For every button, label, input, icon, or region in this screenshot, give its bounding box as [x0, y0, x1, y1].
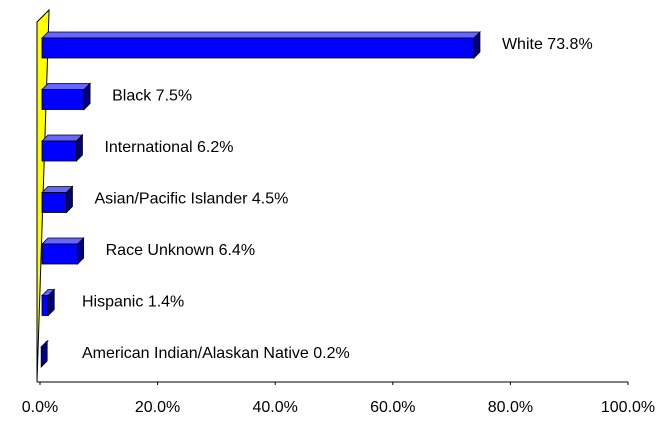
data-label: Black 7.5%: [112, 88, 192, 105]
data-label: Hispanic 1.4%: [82, 294, 184, 311]
category-label: Hispanic: [82, 294, 143, 311]
category-label: American Indian/Alaskan Native: [82, 345, 309, 362]
data-label: White 73.8%: [502, 36, 593, 53]
value-label: 6.2%: [197, 139, 233, 156]
category-label: Race Unknown: [106, 242, 215, 259]
x-tick-label: 100.0%: [601, 399, 655, 416]
bar: [41, 140, 77, 162]
value-label: 73.8%: [547, 36, 592, 53]
x-tick-label: 0.0%: [22, 399, 58, 416]
value-label: 4.5%: [252, 191, 288, 208]
category-label: White: [502, 36, 543, 53]
bar-top: [41, 83, 92, 90]
category-label: Black: [112, 88, 152, 105]
bar-top: [41, 31, 481, 39]
value-label: 0.2%: [313, 345, 349, 362]
bar-top: [41, 134, 84, 142]
x-tick-label: 60.0%: [370, 399, 415, 416]
data-label: Asian/Pacific Islander 4.5%: [94, 191, 288, 208]
bar-side: [40, 340, 48, 368]
bar: [41, 192, 67, 213]
category-label: Asian/Pacific Islander: [94, 191, 248, 208]
value-label: 6.4%: [219, 242, 255, 259]
bar-top: [41, 237, 85, 245]
x-tick-label: 80.0%: [488, 399, 533, 416]
bar: [41, 37, 475, 59]
value-label: 7.5%: [156, 88, 192, 105]
data-label: American Indian/Alaskan Native 0.2%: [82, 345, 350, 362]
bar: [41, 243, 79, 265]
data-label: International 6.2%: [104, 139, 233, 156]
value-label: 1.4%: [148, 294, 184, 311]
bar: [41, 89, 85, 110]
x-tick-label: 20.0%: [135, 399, 180, 416]
data-label: Race Unknown 6.4%: [106, 242, 255, 259]
x-tick-label: 40.0%: [253, 399, 298, 416]
bar: [41, 295, 49, 316]
category-label: International: [104, 139, 192, 156]
